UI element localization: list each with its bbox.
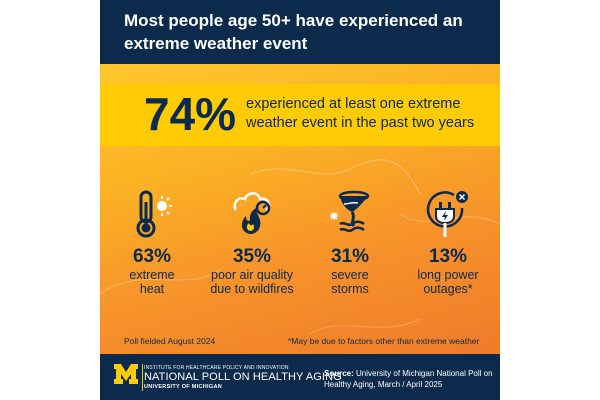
- headline-text: experienced at least one extreme weather…: [246, 96, 475, 131]
- stat-label-line1: extreme: [129, 268, 175, 282]
- stat-percent: 13%: [428, 246, 468, 267]
- source-text: University of Michigan National Poll on …: [324, 369, 493, 389]
- footer-source: Source: University of Michigan National …: [324, 368, 494, 390]
- header-banner: Most people age 50+ have experienced an …: [100, 0, 500, 64]
- infographic-card: Most people age 50+ have experienced an …: [100, 0, 500, 400]
- footer-divider: [142, 364, 143, 391]
- stat-percent: 63%: [132, 246, 172, 267]
- footer-university: UNIVERSITY OF MICHIGAN: [144, 384, 223, 390]
- stat-severe-storms: 31% severe storms: [300, 188, 400, 296]
- stat-label-line2: due to wildfires: [210, 282, 294, 296]
- stat-label-line2: heat: [139, 282, 165, 296]
- stat-extreme-heat: 63% extreme heat: [102, 188, 202, 296]
- page-title: Most people age 50+ have experienced an …: [124, 11, 463, 53]
- stat-label-line1: poor air quality: [211, 268, 293, 282]
- stat-label-line1: severe: [331, 268, 369, 282]
- footer-banner: INSTITUTE FOR HEALTHCARE POLICY AND INNO…: [100, 354, 500, 400]
- stat-label-line2: outages*: [423, 282, 473, 296]
- stat-percent: 35%: [232, 246, 272, 267]
- stat-percent: 31%: [330, 246, 370, 267]
- stat-power-outages: 13% long power outages*: [398, 188, 498, 296]
- smoke-fire-icon: [233, 192, 271, 234]
- headline-percent: 74%: [144, 88, 237, 140]
- poll-fielded-note: Poll fielded August 2024: [124, 336, 216, 346]
- footer-poll-name: NATIONAL POLL ON HEALTHY AGING: [144, 371, 342, 383]
- source-label: Source:: [324, 369, 354, 378]
- plug-outage-icon: [426, 191, 468, 237]
- block-m-logo-icon: [114, 364, 138, 384]
- footer-institute: INSTITUTE FOR HEALTHCARE POLICY AND INNO…: [144, 365, 289, 371]
- main-panel: 74% experienced at least one extreme wea…: [100, 64, 500, 354]
- stat-air-quality: 35% poor air quality due to wildfires: [202, 188, 302, 296]
- stat-label-line2: storms: [331, 282, 369, 296]
- thermometer-sun-icon: [136, 190, 172, 238]
- headline-band: 74% experienced at least one extreme wea…: [100, 84, 500, 146]
- tornado-icon: [330, 190, 370, 233]
- stat-label-line1: long power: [417, 268, 479, 282]
- footnote: *May be due to factors other than extrem…: [288, 336, 480, 346]
